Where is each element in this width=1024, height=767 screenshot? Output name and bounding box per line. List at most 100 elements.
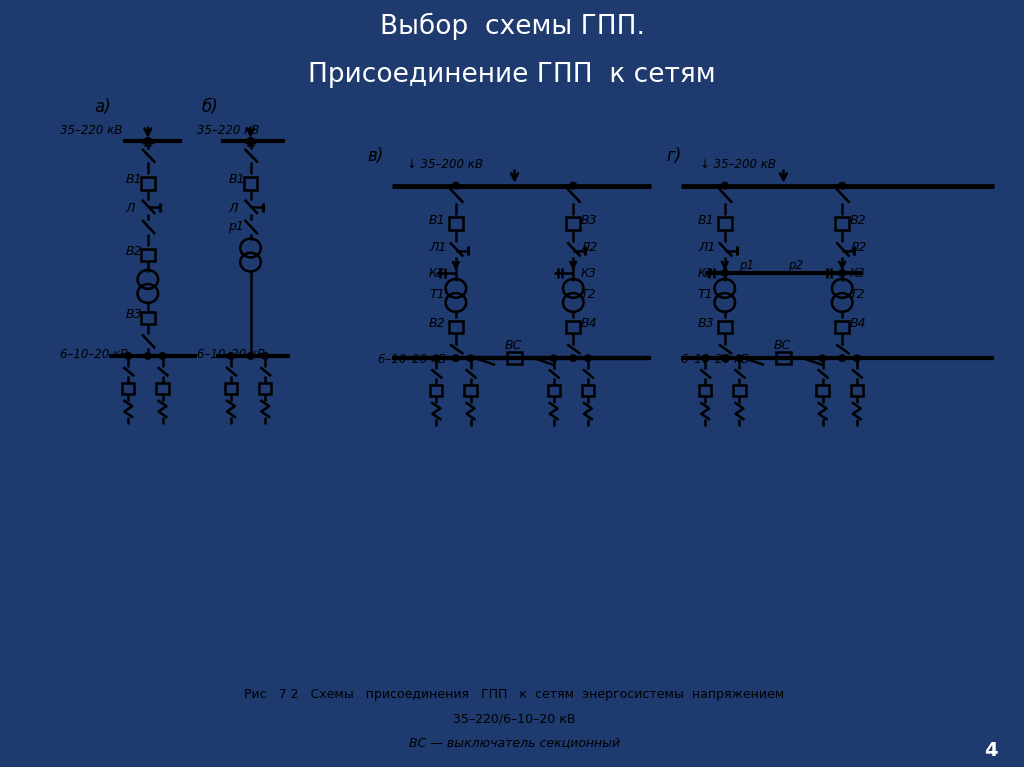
Text: Выбор  схемы ГПП.: Выбор схемы ГПП. <box>380 13 644 41</box>
Text: Рис   7 2   Схемы   присоединения   ГПП   к  сетям  энергосистемы  напряжением: Рис 7 2 Схемы присоединения ГПП к сетям … <box>245 689 784 701</box>
Text: ВС: ВС <box>774 339 792 352</box>
Text: р1: р1 <box>228 220 245 233</box>
Text: 6–10–20 кВ: 6–10–20 кВ <box>197 348 265 361</box>
Bar <box>718 217 732 230</box>
Text: 4: 4 <box>984 742 997 760</box>
Circle shape <box>144 137 152 144</box>
Circle shape <box>819 355 826 361</box>
Bar <box>465 385 476 396</box>
Circle shape <box>144 353 152 359</box>
Text: г): г) <box>667 147 681 165</box>
Text: 35–220 кВ: 35–220 кВ <box>197 124 259 137</box>
Circle shape <box>550 355 557 361</box>
Circle shape <box>247 137 254 144</box>
Bar <box>733 385 745 396</box>
Text: Л2: Л2 <box>850 241 867 254</box>
Text: К3: К3 <box>429 268 444 281</box>
Text: 35–220/6–10–20 кВ: 35–220/6–10–20 кВ <box>454 713 575 726</box>
Bar <box>507 352 522 364</box>
Circle shape <box>721 183 728 189</box>
Bar <box>157 383 169 393</box>
Bar <box>141 177 155 189</box>
Text: К3: К3 <box>698 268 714 281</box>
Text: Т2: Т2 <box>581 288 596 301</box>
Bar <box>718 321 732 333</box>
Bar <box>225 383 238 393</box>
Circle shape <box>125 353 132 359</box>
Bar <box>141 249 155 262</box>
Bar <box>776 352 791 364</box>
Circle shape <box>853 355 860 361</box>
Text: Т1: Т1 <box>698 288 714 301</box>
Text: р1: р1 <box>739 258 755 272</box>
Circle shape <box>227 353 234 359</box>
Circle shape <box>839 355 846 361</box>
Bar <box>582 385 594 396</box>
Circle shape <box>721 355 728 361</box>
Bar <box>259 383 271 393</box>
Text: В2: В2 <box>850 214 866 227</box>
Text: В3: В3 <box>698 317 715 330</box>
Text: 35–220 кВ: 35–220 кВ <box>59 124 122 137</box>
Text: В4: В4 <box>581 317 597 330</box>
Text: в): в) <box>368 147 384 165</box>
Text: В3: В3 <box>126 308 142 321</box>
Bar <box>836 217 849 230</box>
Text: К3: К3 <box>850 268 865 281</box>
Bar <box>450 217 463 230</box>
Text: ↓ 35–200 кВ: ↓ 35–200 кВ <box>700 158 776 170</box>
Text: Присоединение ГПП  к сетям: Присоединение ГПП к сетям <box>308 62 716 87</box>
Circle shape <box>585 355 591 361</box>
Text: В2: В2 <box>429 317 445 330</box>
Text: р2: р2 <box>788 258 804 272</box>
Bar <box>244 177 257 189</box>
Circle shape <box>467 355 474 361</box>
Bar <box>566 217 580 230</box>
Circle shape <box>433 355 439 361</box>
Text: В3: В3 <box>581 214 597 227</box>
Text: В1: В1 <box>429 214 445 227</box>
Bar <box>122 383 134 393</box>
Circle shape <box>569 355 577 361</box>
Circle shape <box>839 270 846 276</box>
Text: Т1: Т1 <box>429 288 444 301</box>
Text: 6–10–20 кВ: 6–10–20 кВ <box>378 353 445 366</box>
Text: Л1: Л1 <box>429 241 446 254</box>
Bar <box>141 311 155 324</box>
Circle shape <box>453 355 460 361</box>
Bar <box>430 385 442 396</box>
Bar <box>566 321 580 333</box>
Text: ↓ 35–200 кВ: ↓ 35–200 кВ <box>407 158 483 170</box>
Text: В4: В4 <box>850 317 866 330</box>
Text: 6–10–20 кВ: 6–10–20 кВ <box>681 353 749 366</box>
Text: 6–10–20 кВ: 6–10–20 кВ <box>59 348 128 361</box>
Bar <box>548 385 560 396</box>
Circle shape <box>569 183 577 189</box>
Circle shape <box>701 355 709 361</box>
Text: Л: Л <box>126 202 135 216</box>
Text: ВС: ВС <box>505 339 522 352</box>
Bar <box>836 321 849 333</box>
Circle shape <box>736 355 742 361</box>
Text: Л: Л <box>228 202 238 216</box>
Circle shape <box>262 353 268 359</box>
Text: В1: В1 <box>698 214 715 227</box>
Text: В1: В1 <box>126 173 142 186</box>
Circle shape <box>159 353 166 359</box>
Text: К3: К3 <box>581 268 596 281</box>
Bar <box>816 385 828 396</box>
Circle shape <box>453 183 460 189</box>
Text: б): б) <box>202 97 218 116</box>
Text: Л1: Л1 <box>698 241 716 254</box>
Text: Л2: Л2 <box>581 241 598 254</box>
Text: ВС — выключатель секционный: ВС — выключатель секционный <box>409 737 621 749</box>
Circle shape <box>247 353 254 359</box>
Circle shape <box>721 270 728 276</box>
Bar <box>699 385 712 396</box>
Text: В2: В2 <box>126 245 142 258</box>
Bar <box>851 385 863 396</box>
Text: В1: В1 <box>228 173 245 186</box>
Text: а): а) <box>94 97 111 116</box>
Circle shape <box>839 183 846 189</box>
Text: Т2: Т2 <box>850 288 865 301</box>
